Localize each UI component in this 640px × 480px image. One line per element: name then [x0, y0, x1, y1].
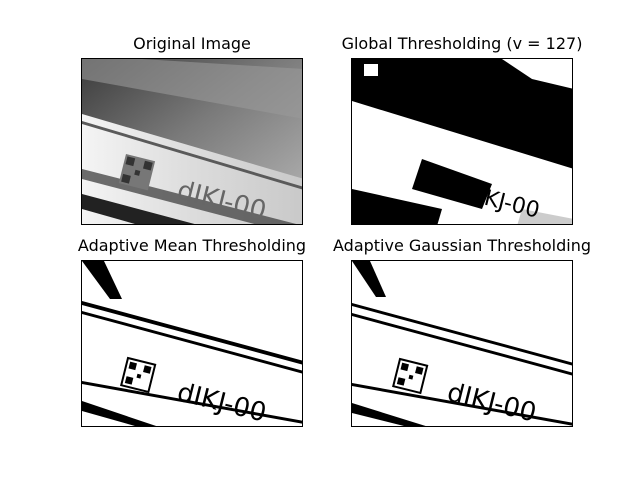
- title-global-thresholding: Global Thresholding (v = 127): [341, 34, 583, 53]
- global-thresholding-panel: dIKJ-00: [351, 58, 573, 225]
- original-image-panel: dIKJ-00: [81, 58, 303, 225]
- title-original-image: Original Image: [133, 34, 251, 53]
- qr-code: [392, 357, 429, 395]
- adaptive-mean-image: dIKJ-00: [82, 261, 302, 426]
- title-adaptive-mean-thresholding: Adaptive Mean Thresholding: [77, 236, 307, 255]
- adaptive-gaussian-thresholding-panel: dIKJ-00: [351, 260, 573, 427]
- qr-code: [120, 356, 157, 394]
- original-image: dIKJ-00: [82, 59, 302, 224]
- adaptive-gaussian-image: dIKJ-00: [352, 261, 572, 426]
- adaptive-mean-thresholding-panel: dIKJ-00: [81, 260, 303, 427]
- title-adaptive-gaussian-thresholding: Adaptive Gaussian Thresholding: [333, 236, 591, 255]
- qr-code: [118, 154, 156, 191]
- global-thresholding-image: dIKJ-00: [352, 59, 572, 224]
